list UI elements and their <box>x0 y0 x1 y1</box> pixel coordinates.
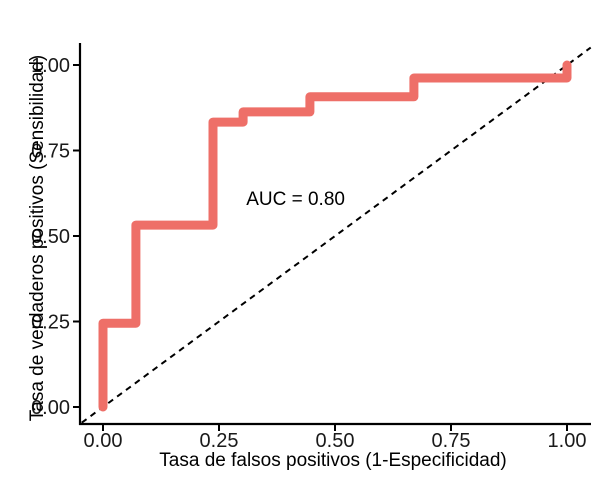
x-axis-title: Tasa de falsos positivos (1-Especificida… <box>159 450 507 471</box>
y-tick-label: 0.75 <box>31 141 70 163</box>
roc-curve-line <box>98 60 572 412</box>
x-tick-label: 0.75 <box>432 430 471 452</box>
x-tick-label: 0.50 <box>316 430 355 452</box>
y-tick-label: 0.00 <box>31 397 70 419</box>
x-tick-label: 1.00 <box>548 430 587 452</box>
x-tick-label: 0.00 <box>84 430 123 452</box>
x-tick-label: 0.25 <box>200 430 239 452</box>
x-axis-ticks: 0.00 0.25 0.50 0.75 1.00 <box>84 425 587 452</box>
y-axis-title: Tasa de verdaderos positivos (Sensibilid… <box>27 54 48 422</box>
auc-annotation: AUC = 0.80 <box>246 189 345 210</box>
y-axis-ticks: 0.00 0.25 0.50 0.75 1.00 <box>31 55 79 419</box>
y-tick-label: 1.00 <box>31 55 70 77</box>
chance-diagonal-line <box>81 46 592 424</box>
y-tick-label: 0.25 <box>31 312 70 334</box>
y-tick-label: 0.50 <box>31 226 70 248</box>
